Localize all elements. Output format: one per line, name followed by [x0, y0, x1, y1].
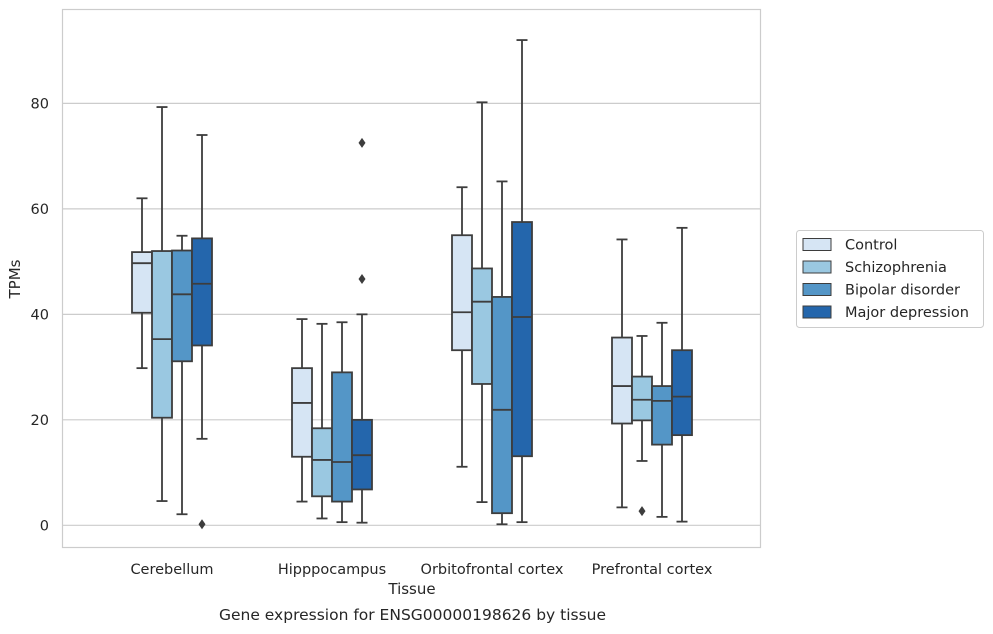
box-body [191, 237, 213, 347]
box-body [311, 427, 333, 498]
legend-label: Control [845, 238, 897, 254]
figure-caption: Gene expression for ENSG00000198626 by t… [218, 606, 607, 624]
y-tick-label: 80 [31, 96, 49, 112]
box-body [131, 251, 153, 314]
y-tick-label: 20 [31, 413, 49, 429]
box-bipolar-disorder [491, 180, 513, 526]
box-body [651, 385, 673, 446]
x-tick-label: Cerebellum [130, 562, 213, 578]
box-major-depression [191, 134, 213, 530]
box-major-depression [351, 137, 373, 524]
box-schizophrenia [151, 106, 173, 502]
box-body [491, 296, 513, 515]
plot-frame [61, 8, 762, 549]
outlier-point [198, 519, 206, 530]
box-bipolar-disorder [651, 321, 673, 518]
legend-swatch [802, 260, 832, 274]
box-body [631, 375, 653, 422]
box-schizophrenia [631, 335, 653, 517]
x-tick-label: Hipppocampus [278, 562, 386, 578]
legend-swatch [802, 238, 832, 251]
x-tick-label: Prefrontal cortex [592, 562, 713, 578]
outlier-point [638, 506, 646, 517]
box-bipolar-disorder [171, 234, 193, 516]
box-body [511, 221, 533, 458]
box-series [131, 39, 693, 530]
outlier-point [358, 137, 366, 148]
box-body [451, 234, 473, 352]
y-tick-label: 0 [40, 518, 49, 534]
legend-frame [796, 230, 984, 328]
x-tick-label: Orbitofrontal cortex [421, 562, 564, 578]
legend-label: Bipolar disorder [845, 283, 960, 299]
legend-label: Major depression [845, 305, 969, 321]
legend-swatch [802, 305, 832, 319]
box-bipolar-disorder [331, 321, 353, 524]
box-body [671, 349, 693, 437]
box-body [151, 250, 173, 419]
box-body [611, 336, 633, 425]
y-tick-label: 60 [31, 202, 49, 218]
legend-label: Schizophrenia [845, 260, 947, 276]
box-schizophrenia [311, 322, 333, 520]
box-body [331, 371, 353, 503]
box-control [451, 186, 473, 468]
box-major-depression [511, 39, 533, 524]
box-body [171, 249, 193, 363]
box-major-depression [671, 226, 693, 523]
box-control [611, 238, 633, 509]
y-tick-label: 40 [31, 307, 49, 323]
legend: Control Schizophrenia Bipolar disorder Majo… [796, 230, 984, 328]
box-control [291, 318, 313, 503]
x-tick-labels: Cerebellum Hipppocampus Orbitofrontal cort… [130, 562, 712, 578]
legend-swatch [802, 283, 832, 296]
x-axis-title: Tissue [387, 580, 435, 598]
box-control [131, 197, 153, 370]
outlier-point [358, 274, 366, 284]
box-schizophrenia [471, 101, 493, 504]
box-body [471, 267, 493, 385]
y-axis-title: TPMs [6, 259, 24, 299]
box-body [291, 367, 313, 458]
y-tick-labels: 0 20 40 60 80 [31, 96, 49, 534]
